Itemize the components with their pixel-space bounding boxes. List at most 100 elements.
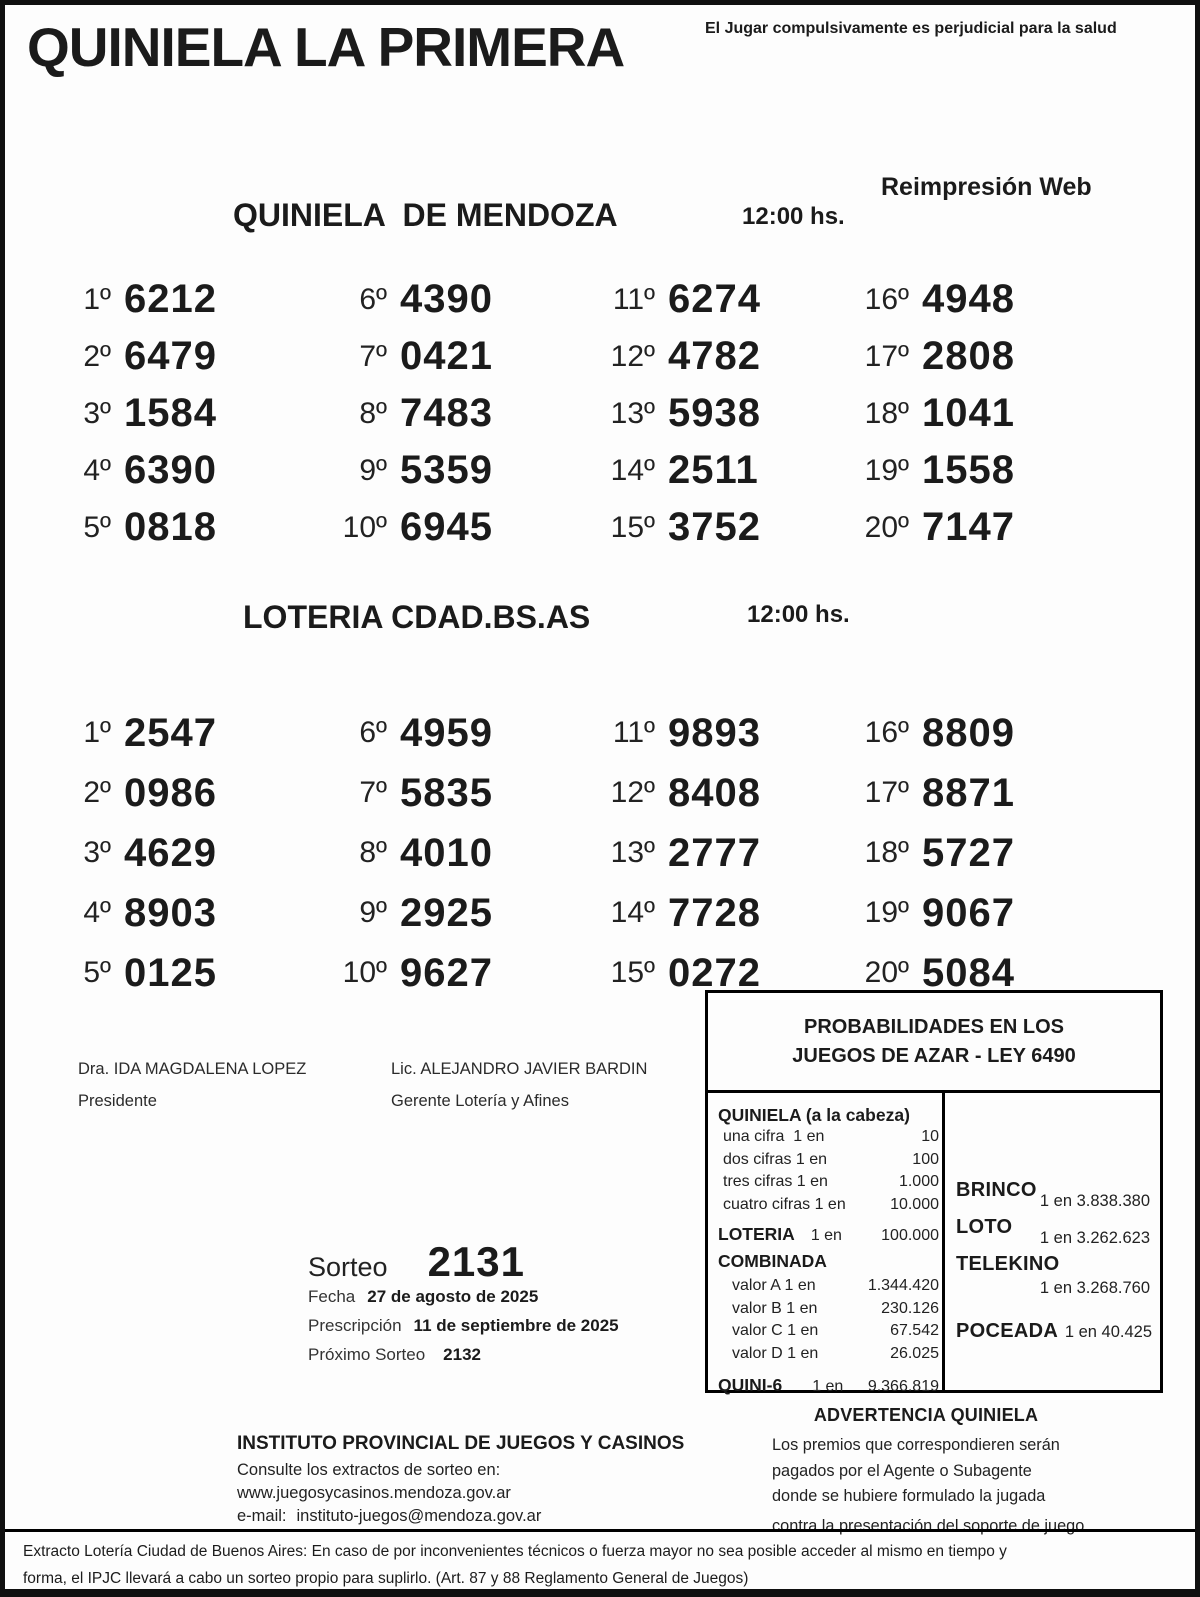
result-position: 14º [610, 896, 655, 929]
result-position: 10º [342, 510, 387, 544]
result-position: 16º [864, 282, 909, 316]
odds-row: valor D 1 en 26.025 [718, 1343, 939, 1366]
result-position: 19º [864, 453, 909, 487]
probabilities-box: PROBABILIDADES EN LOS JUEGOS DE AZAR - L… [705, 990, 1163, 1395]
result-number: 9627 [400, 950, 493, 995]
result-position: 18º [864, 836, 909, 869]
result-number: 8903 [124, 890, 217, 935]
footer-disclaimer: Extracto Lotería Ciudad de Buenos Aires:… [23, 1539, 1165, 1589]
result-number: 0986 [124, 770, 217, 815]
poceada-odds: POCEADA 1 en 40.425 [956, 1320, 1152, 1343]
poceada-label: POCEADA [956, 1320, 1059, 1342]
result-position: 8º [359, 396, 387, 430]
result-number: 2511 [668, 448, 759, 492]
result-cell: 20º 7147 [857, 499, 1015, 556]
page-title: QUINIELA LA PRIMERA [27, 16, 625, 78]
probabilities-right-column: BRINCO 1 en 3.838.380 LOTO 1 en 3.262.62… [956, 1093, 1152, 1343]
mendoza-section-title: QUINIELA DE MENDOZA [233, 197, 618, 233]
result-position: 4º [83, 453, 111, 487]
proximo-sorteo-row: Próximo Sorteo 2132 [308, 1345, 481, 1365]
result-cell: 3º 4629 [63, 823, 217, 883]
result-position: 16º [864, 716, 909, 749]
result-cell: 18º 5727 [857, 823, 1015, 883]
result-cell: 10º 9627 [313, 943, 493, 1003]
odds-row: una cifra 1 en 10 [718, 1126, 939, 1149]
result-cell: 7º 5835 [313, 763, 493, 823]
quini6-odds-value: 9.366.819 [867, 1378, 939, 1395]
result-cell: 19º 9067 [857, 883, 1015, 943]
result-cell: 15º 0272 [603, 943, 761, 1003]
loto-value: 1 en 3.262.623 [1039, 1229, 1150, 1247]
result-number: 6945 [400, 505, 493, 549]
result-position: 12º [610, 776, 655, 809]
mendoza-results-column-3: 11º 6274 12º 4782 13º 5938 14º 2511 15º 3752 [603, 271, 761, 556]
result-number: 4629 [124, 830, 217, 875]
result-number: 1558 [922, 448, 1015, 492]
result-cell: 4º 8903 [63, 883, 217, 943]
result-number: 4390 [400, 277, 493, 321]
odds-value: 100 [912, 1150, 939, 1168]
result-number: 0818 [124, 505, 217, 549]
mendoza-results-column-2: 6º 4390 7º 0421 8º 7483 9º 5359 10º 6945 [313, 271, 493, 556]
result-position: 13º [610, 836, 655, 869]
odds-label: dos cifras 1 en [723, 1150, 828, 1168]
result-number: 7147 [922, 505, 1015, 549]
result-number: 2925 [400, 890, 493, 935]
fecha-value: 27 de agosto de 2025 [367, 1287, 539, 1306]
result-number: 5835 [400, 770, 493, 815]
sorteo-label: Sorteo [308, 1252, 388, 1282]
probabilities-title: PROBABILIDADES EN LOS JUEGOS DE AZAR - L… [708, 993, 1160, 1093]
result-cell: 19º 1558 [857, 442, 1015, 499]
result-position: 2º [83, 776, 111, 809]
result-position: 15º [610, 510, 655, 544]
telekino-label: TELEKINO [956, 1253, 1060, 1275]
bsas-results-grid: 1º 2547 2º 0986 3º 4629 4º 8903 5º 0125 6º 495… [5, 703, 1195, 1003]
result-number: 2777 [668, 830, 761, 875]
loto-odds: LOTO 1 en 3.262.623 [956, 1216, 1152, 1253]
odds-value: 10.000 [890, 1195, 939, 1213]
odds-row: valor A 1 en 1.344.420 [718, 1275, 939, 1298]
result-position: 17º [864, 776, 909, 809]
odds-row: dos cifras 1 en 100 [718, 1149, 939, 1172]
bsas-results-column-2: 6º 4959 7º 5835 8º 4010 9º 2925 10º 9627 [313, 703, 493, 1003]
result-number: 6390 [124, 448, 217, 492]
health-warning: El Jugar compulsivamente es perjudicial … [705, 20, 1117, 37]
result-number: 4010 [400, 830, 493, 875]
result-position: 11º [612, 282, 655, 316]
result-position: 3º [83, 396, 111, 430]
quiniela-odds-header: QUINIELA (a la cabeza) [718, 1105, 910, 1125]
result-cell: 3º 1584 [63, 385, 217, 442]
odds-row: valor B 1 en 230.126 [718, 1298, 939, 1321]
result-cell: 9º 2925 [313, 883, 493, 943]
reprint-web-label: Reimpresión Web [881, 173, 1092, 201]
institute-website: www.juegosycasinos.mendoza.gov.ar [237, 1484, 511, 1502]
result-number: 5359 [400, 448, 493, 492]
result-position: 1º [83, 282, 111, 316]
footer-separator [5, 1529, 1195, 1532]
advertencia-line: contra la presentación del soporte de ju… [772, 1516, 1089, 1535]
loteria-odds-label: LOTERIA [718, 1224, 795, 1244]
proximo-sorteo-value: 2132 [443, 1345, 481, 1364]
brinco-odds: BRINCO 1 en 3.838.380 [956, 1179, 1152, 1216]
result-number: 8809 [922, 710, 1015, 755]
result-number: 8871 [922, 770, 1015, 815]
prescripcion-label: Prescripción [308, 1316, 402, 1335]
result-cell: 13º 5938 [603, 385, 761, 442]
quini6-odds-mid: 1 en [812, 1378, 844, 1395]
result-cell: 2º 0986 [63, 763, 217, 823]
right-column-spacer [956, 1093, 1152, 1179]
footer-disclaimer-line1: Extracto Lotería Ciudad de Buenos Aires:… [23, 1543, 1007, 1560]
advertencia-line: Los premios que correspondieren serán [772, 1436, 1060, 1454]
advertencia-line: pagados por el Agente o Subagente [772, 1461, 1032, 1480]
odds-row: cuatro cifras 1 en 10.000 [718, 1194, 939, 1217]
prescripcion-value: 11 de septiembre de 2025 [413, 1316, 619, 1335]
result-cell: 15º 3752 [603, 499, 761, 556]
signature-president: Dra. IDA MAGDALENA LOPEZ Presidente [78, 1060, 306, 1111]
email-label: e-mail: [237, 1507, 287, 1525]
bsas-draw-time: 12:00 hs. [747, 601, 850, 628]
probabilities-divider [942, 1093, 945, 1390]
result-number: 5084 [922, 950, 1015, 995]
brinco-value: 1 en 3.838.380 [1039, 1192, 1150, 1210]
result-cell: 1º 6212 [63, 271, 217, 328]
